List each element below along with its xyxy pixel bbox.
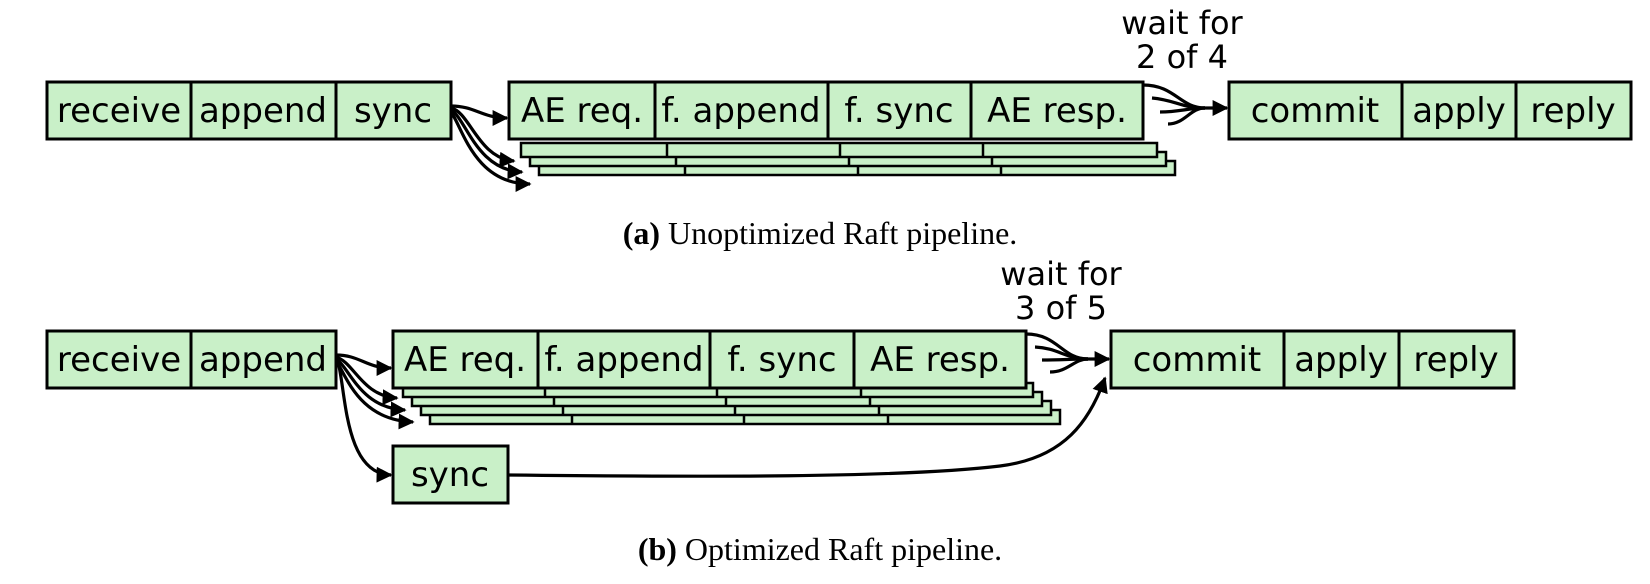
wait-annotation-line2: 2 of 4 bbox=[1136, 38, 1228, 76]
final-stage-commit: commit bbox=[1109, 329, 1286, 390]
leader-stage-receive: receive bbox=[45, 329, 193, 390]
wait-annotation-line1: wait for bbox=[1121, 4, 1243, 42]
stage-label: sync bbox=[354, 91, 432, 131]
panel-a: receive append sync AE re bbox=[45, 4, 1633, 251]
stage-label: sync bbox=[411, 455, 489, 495]
follower-stage-f-sync: f. sync bbox=[708, 329, 856, 390]
stage-label: apply bbox=[1412, 91, 1506, 131]
follower-stage-f-sync: f. sync bbox=[826, 80, 973, 141]
stage-label: f. append bbox=[661, 91, 820, 131]
stage-label: reply bbox=[1413, 340, 1498, 380]
follower-stage-ae-req: AE req. bbox=[507, 80, 657, 141]
final-stage-apply: apply bbox=[1400, 80, 1518, 141]
caption-text: Optimized Raft pipeline. bbox=[677, 531, 1002, 567]
follower-stage-f-append: f. append bbox=[536, 329, 712, 390]
stage-label: AE req. bbox=[521, 91, 643, 131]
stage-label: receive bbox=[57, 91, 181, 131]
leader-stage-receive: receive bbox=[45, 80, 193, 141]
final-stage-apply: apply bbox=[1282, 329, 1401, 390]
stage-label: append bbox=[199, 340, 327, 380]
caption-label: (a) bbox=[623, 215, 660, 251]
follower-stack-copies bbox=[519, 141, 1177, 177]
final-stage-reply: reply bbox=[1397, 329, 1516, 390]
converge-arrows bbox=[1025, 332, 1111, 374]
stage-label: receive bbox=[57, 340, 181, 380]
caption-a: (a) Unoptimized Raft pipeline. bbox=[623, 215, 1018, 251]
follower-stage-ae-resp: AE resp. bbox=[852, 329, 1028, 390]
caption-b: (b) Optimized Raft pipeline. bbox=[638, 531, 1002, 567]
caption-text: Unoptimized Raft pipeline. bbox=[660, 215, 1017, 251]
sync-to-commit-arrow bbox=[507, 376, 1108, 478]
leader-stage-sync: sync bbox=[334, 80, 453, 141]
leader-stage-append: append bbox=[189, 329, 338, 390]
follower-stage-ae-req: AE req. bbox=[391, 329, 540, 390]
fanout-arrows bbox=[334, 353, 415, 483]
final-stage-reply: reply bbox=[1514, 80, 1633, 141]
panel-b: receive append AE re bbox=[45, 255, 1516, 567]
wait-annotation-line2: 3 of 5 bbox=[1015, 289, 1107, 327]
stage-label: f. sync bbox=[844, 91, 953, 131]
follower-stage-ae-resp: AE resp. bbox=[969, 80, 1145, 141]
stage-label: AE resp. bbox=[870, 340, 1010, 380]
stage-label: commit bbox=[1251, 91, 1380, 131]
stage-label: reply bbox=[1530, 91, 1615, 131]
caption-label: (b) bbox=[638, 531, 677, 567]
wait-annotation-line1: wait for bbox=[1000, 255, 1122, 293]
stage-label: AE req. bbox=[404, 340, 526, 380]
stage-label: commit bbox=[1133, 340, 1262, 380]
stage-label: f. sync bbox=[727, 340, 836, 380]
converge-arrows bbox=[1142, 83, 1229, 126]
follower-stage-f-append: f. append bbox=[653, 80, 830, 141]
leader-stage-append: append bbox=[189, 80, 338, 141]
final-stage-commit: commit bbox=[1227, 80, 1404, 141]
stage-label: apply bbox=[1294, 340, 1388, 380]
stage-label: AE resp. bbox=[987, 91, 1127, 131]
fanout-arrows bbox=[449, 104, 532, 192]
stage-label: append bbox=[199, 91, 327, 131]
leader-stage-sync: sync bbox=[391, 444, 510, 505]
stage-label: f. append bbox=[544, 340, 703, 380]
